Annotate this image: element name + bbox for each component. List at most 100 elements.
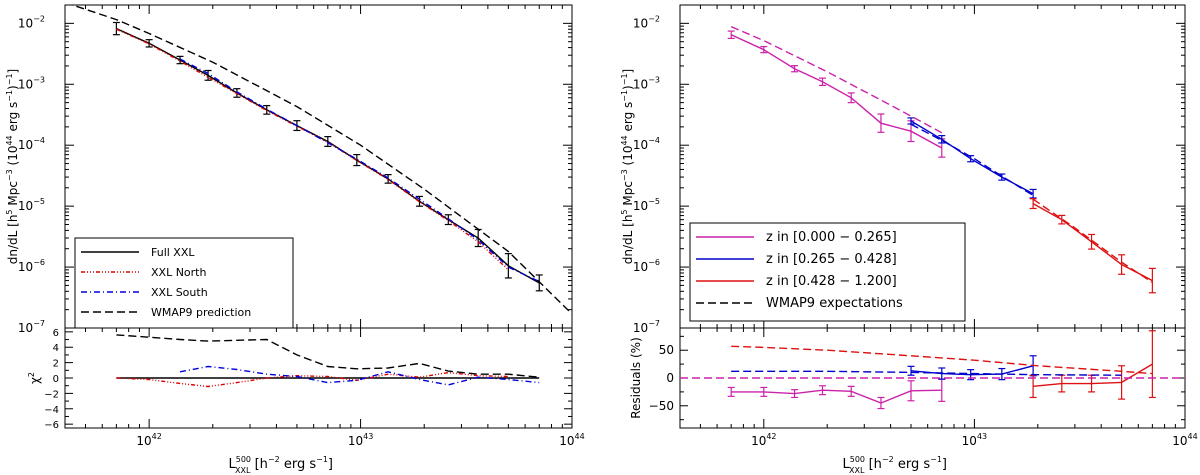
residual-line [731,345,1153,375]
x-tick-label: 1044 [559,432,584,448]
residual-line [731,389,942,404]
residual-y-tick-label: −6 [44,420,59,431]
left-chart: 1042 1043 104410−710−610−510−410−310−2−6−4… [5,4,585,475]
legend-label: Full XXL [151,246,195,259]
main-line [116,28,509,271]
residual-y-axis-label: χ2 [27,372,42,384]
residual-series-wmap9-low-z [731,345,1153,375]
x-tick-label-exponent: 44 [1188,432,1198,441]
main-line [70,5,572,315]
x-tick-label-exponent: 42 [152,432,162,441]
residual-series-wmap9-prediction [116,334,540,378]
residual-series-xxl-north [116,371,509,388]
y-tick-label: 10−6 [633,258,660,274]
main-series-wmap9-low-z [730,26,943,134]
x-axis-label-part: erg s [894,457,931,472]
y-tick-label: 10−7 [633,319,660,335]
x-tick-label: 1044 [1172,432,1197,448]
main-series-wmap9-high-z [1032,198,1153,283]
main-line [910,123,1034,196]
x-tick-label-exponent: 44 [575,432,585,441]
residual-y-tick-label: 4 [53,343,59,354]
legend: Full XXL XXL North XXL South WMAP9 predicti… [74,237,294,329]
main-series-xxl-south [179,58,540,283]
x-tick-label: 1042 [751,432,776,448]
y-tick-label: 10−6 [18,258,45,274]
y-tick-label-exponent: −2 [648,14,660,23]
residual-y-tick-label: 0 [53,374,59,385]
main-line [730,34,943,149]
y-axis-label-part: dn/dL [h [621,215,635,265]
y-tick-label-base: 10 [18,138,33,152]
residual-y-tick-label: −4 [44,405,59,416]
residual-line [179,365,540,386]
y-tick-label-base: 10 [18,321,33,335]
y-tick-label-exponent: −4 [33,136,45,145]
x-tick-label-base: 10 [751,434,766,448]
legend-label: z in [0.000 − 0.265] [766,230,897,245]
y-tick-label: 10−5 [633,197,660,213]
y-tick-label-exponent: −7 [33,319,45,328]
residual-y-label-main: χ [28,377,42,384]
y-axis-label-part: erg s [621,102,635,136]
x-axis-label-part: ] [328,457,333,472]
y-tick-label-base: 10 [633,77,648,91]
x-axis-label-part: 500 [236,455,251,464]
residual-series-wmap9-mid-z [731,370,1122,376]
y-tick-label-exponent: −4 [648,136,660,145]
residual-y-tick-label: −50 [649,399,674,413]
x-axis-label-part: erg s [280,457,317,472]
y-tick-label-base: 10 [633,138,648,152]
x-tick-label-exponent: 43 [363,432,373,441]
y-axis-label-part: −3 [620,169,629,181]
y-tick-label: 10−7 [18,319,45,335]
x-axis-label-part: −2 [882,455,894,464]
y-axis-label: dn/dL [h5 Mpc−3 (1044 erg s−1)−1] [5,69,20,264]
x-axis-label-part: L [843,457,851,472]
y-tick-label-exponent: −3 [33,75,45,84]
y-tick-label: 10−2 [18,14,45,30]
x-axis-label-part: [h [250,457,267,472]
legend-label: z in [0.428 − 1.200] [766,274,897,289]
y-axis-label-part: erg s [6,102,20,136]
main-series-xxl-north [116,28,509,271]
residual-y-tick-label: 0 [666,371,674,385]
residual-y-tick-label: 6 [53,328,59,339]
legend-box [689,222,966,322]
y-tick-label-exponent: −6 [33,258,45,267]
x-axis-label-part: L [229,457,237,472]
y-axis-label-part: 5 [620,209,629,214]
main-line [179,58,540,283]
y-axis-label-part: ] [6,69,20,74]
x-axis-label-part: −1 [316,455,328,464]
legend-label: z in [0.265 − 0.428] [766,252,897,267]
y-axis-label-part: 44 [620,135,629,145]
x-axis-label-part: XXL [849,466,865,475]
y-axis-label-part: ) [6,85,20,90]
residual-y-tick-label: 2 [53,359,59,370]
x-tick-label: 1043 [962,432,987,448]
x-tick-label-base: 10 [348,434,363,448]
y-tick-label: 10−4 [633,136,660,152]
x-axis-label-part: −2 [268,455,280,464]
y-tick-label: 10−3 [633,75,660,91]
main-series-wmap9-prediction [70,5,572,315]
y-axis-label-part: (10 [621,146,635,170]
y-tick-label-base: 10 [18,199,33,213]
y-tick-label: 10−2 [633,14,660,30]
main-series-full-xxl [112,21,543,292]
y-tick-label-base: 10 [633,16,648,30]
main-line [730,26,943,134]
x-tick-label: 1043 [348,432,373,448]
x-axis-label: L500 XXL [h−2 erg s−1] [229,455,333,475]
legend-label: WMAP9 expectations [766,296,903,311]
x-tick-label-base: 10 [1172,434,1187,448]
y-tick-label-base: 10 [633,260,648,274]
y-tick-label-base: 10 [18,77,33,91]
x-tick-label-base: 10 [559,434,574,448]
y-tick-label: 10−3 [18,75,45,91]
y-tick-label-exponent: −3 [648,75,660,84]
y-tick-label-base: 10 [18,260,33,274]
y-axis-label-part: ) [621,85,635,90]
